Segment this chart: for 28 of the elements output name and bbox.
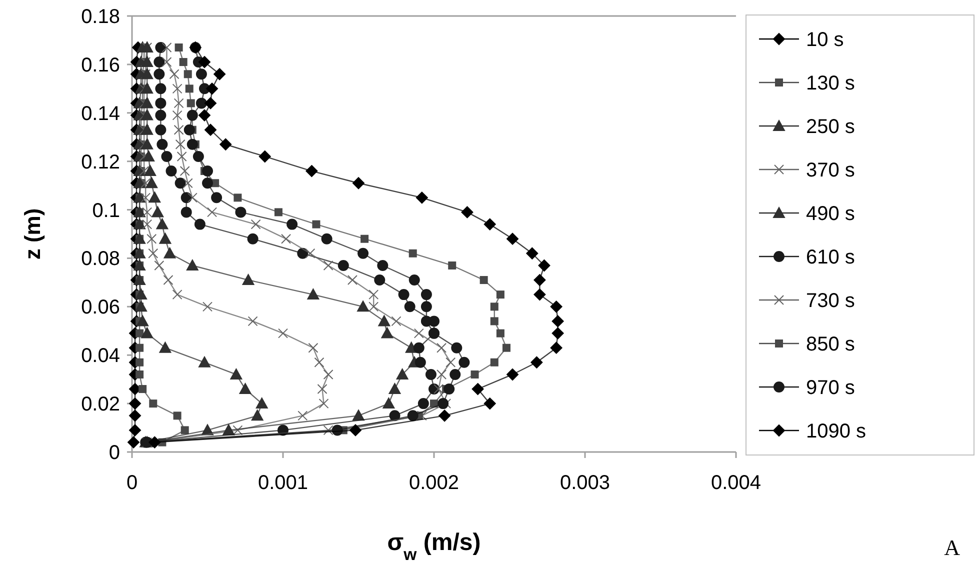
- legend-label: 970 s: [806, 377, 855, 399]
- y-tick-label: 0.04: [81, 345, 120, 368]
- x-tick-label: 0.004: [710, 472, 762, 494]
- x-tick-label: 0.001: [258, 472, 308, 494]
- y-tick-label: 0.12: [81, 151, 120, 174]
- legend-label: 730 s: [806, 290, 855, 312]
- y-tick-label: 0.08: [81, 248, 120, 270]
- legend-label: 490 s: [806, 203, 855, 225]
- x-tick-label: 0.003: [560, 472, 610, 494]
- legend-label: 850 s: [806, 334, 855, 356]
- y-tick-label: 0.14: [81, 102, 120, 125]
- legend-label: 610 s: [806, 246, 855, 268]
- y-tick-label: 0: [108, 442, 120, 464]
- y-tick-label: 0.18: [81, 6, 120, 28]
- legend-label: 250 s: [806, 116, 855, 138]
- x-tick-label: 0: [126, 472, 138, 494]
- y-tick-label: 0.16: [81, 54, 120, 76]
- x-axis-title: σ$_{w}$ (m/s): [387, 529, 481, 564]
- y-axis-title: z (m): [20, 208, 45, 260]
- y-tick-label: 0.06: [81, 296, 120, 319]
- y-tick-label: 0.02: [81, 394, 120, 416]
- x-tick-label: 0.002: [408, 472, 460, 494]
- legend-label: 1090 s: [806, 420, 866, 442]
- legend-label: 10 s: [806, 29, 844, 51]
- y-tick-label: 0.1: [92, 200, 120, 222]
- text: A: [944, 535, 960, 560]
- legend-label: 370 s: [806, 160, 855, 182]
- legend-label: 130 s: [806, 72, 855, 94]
